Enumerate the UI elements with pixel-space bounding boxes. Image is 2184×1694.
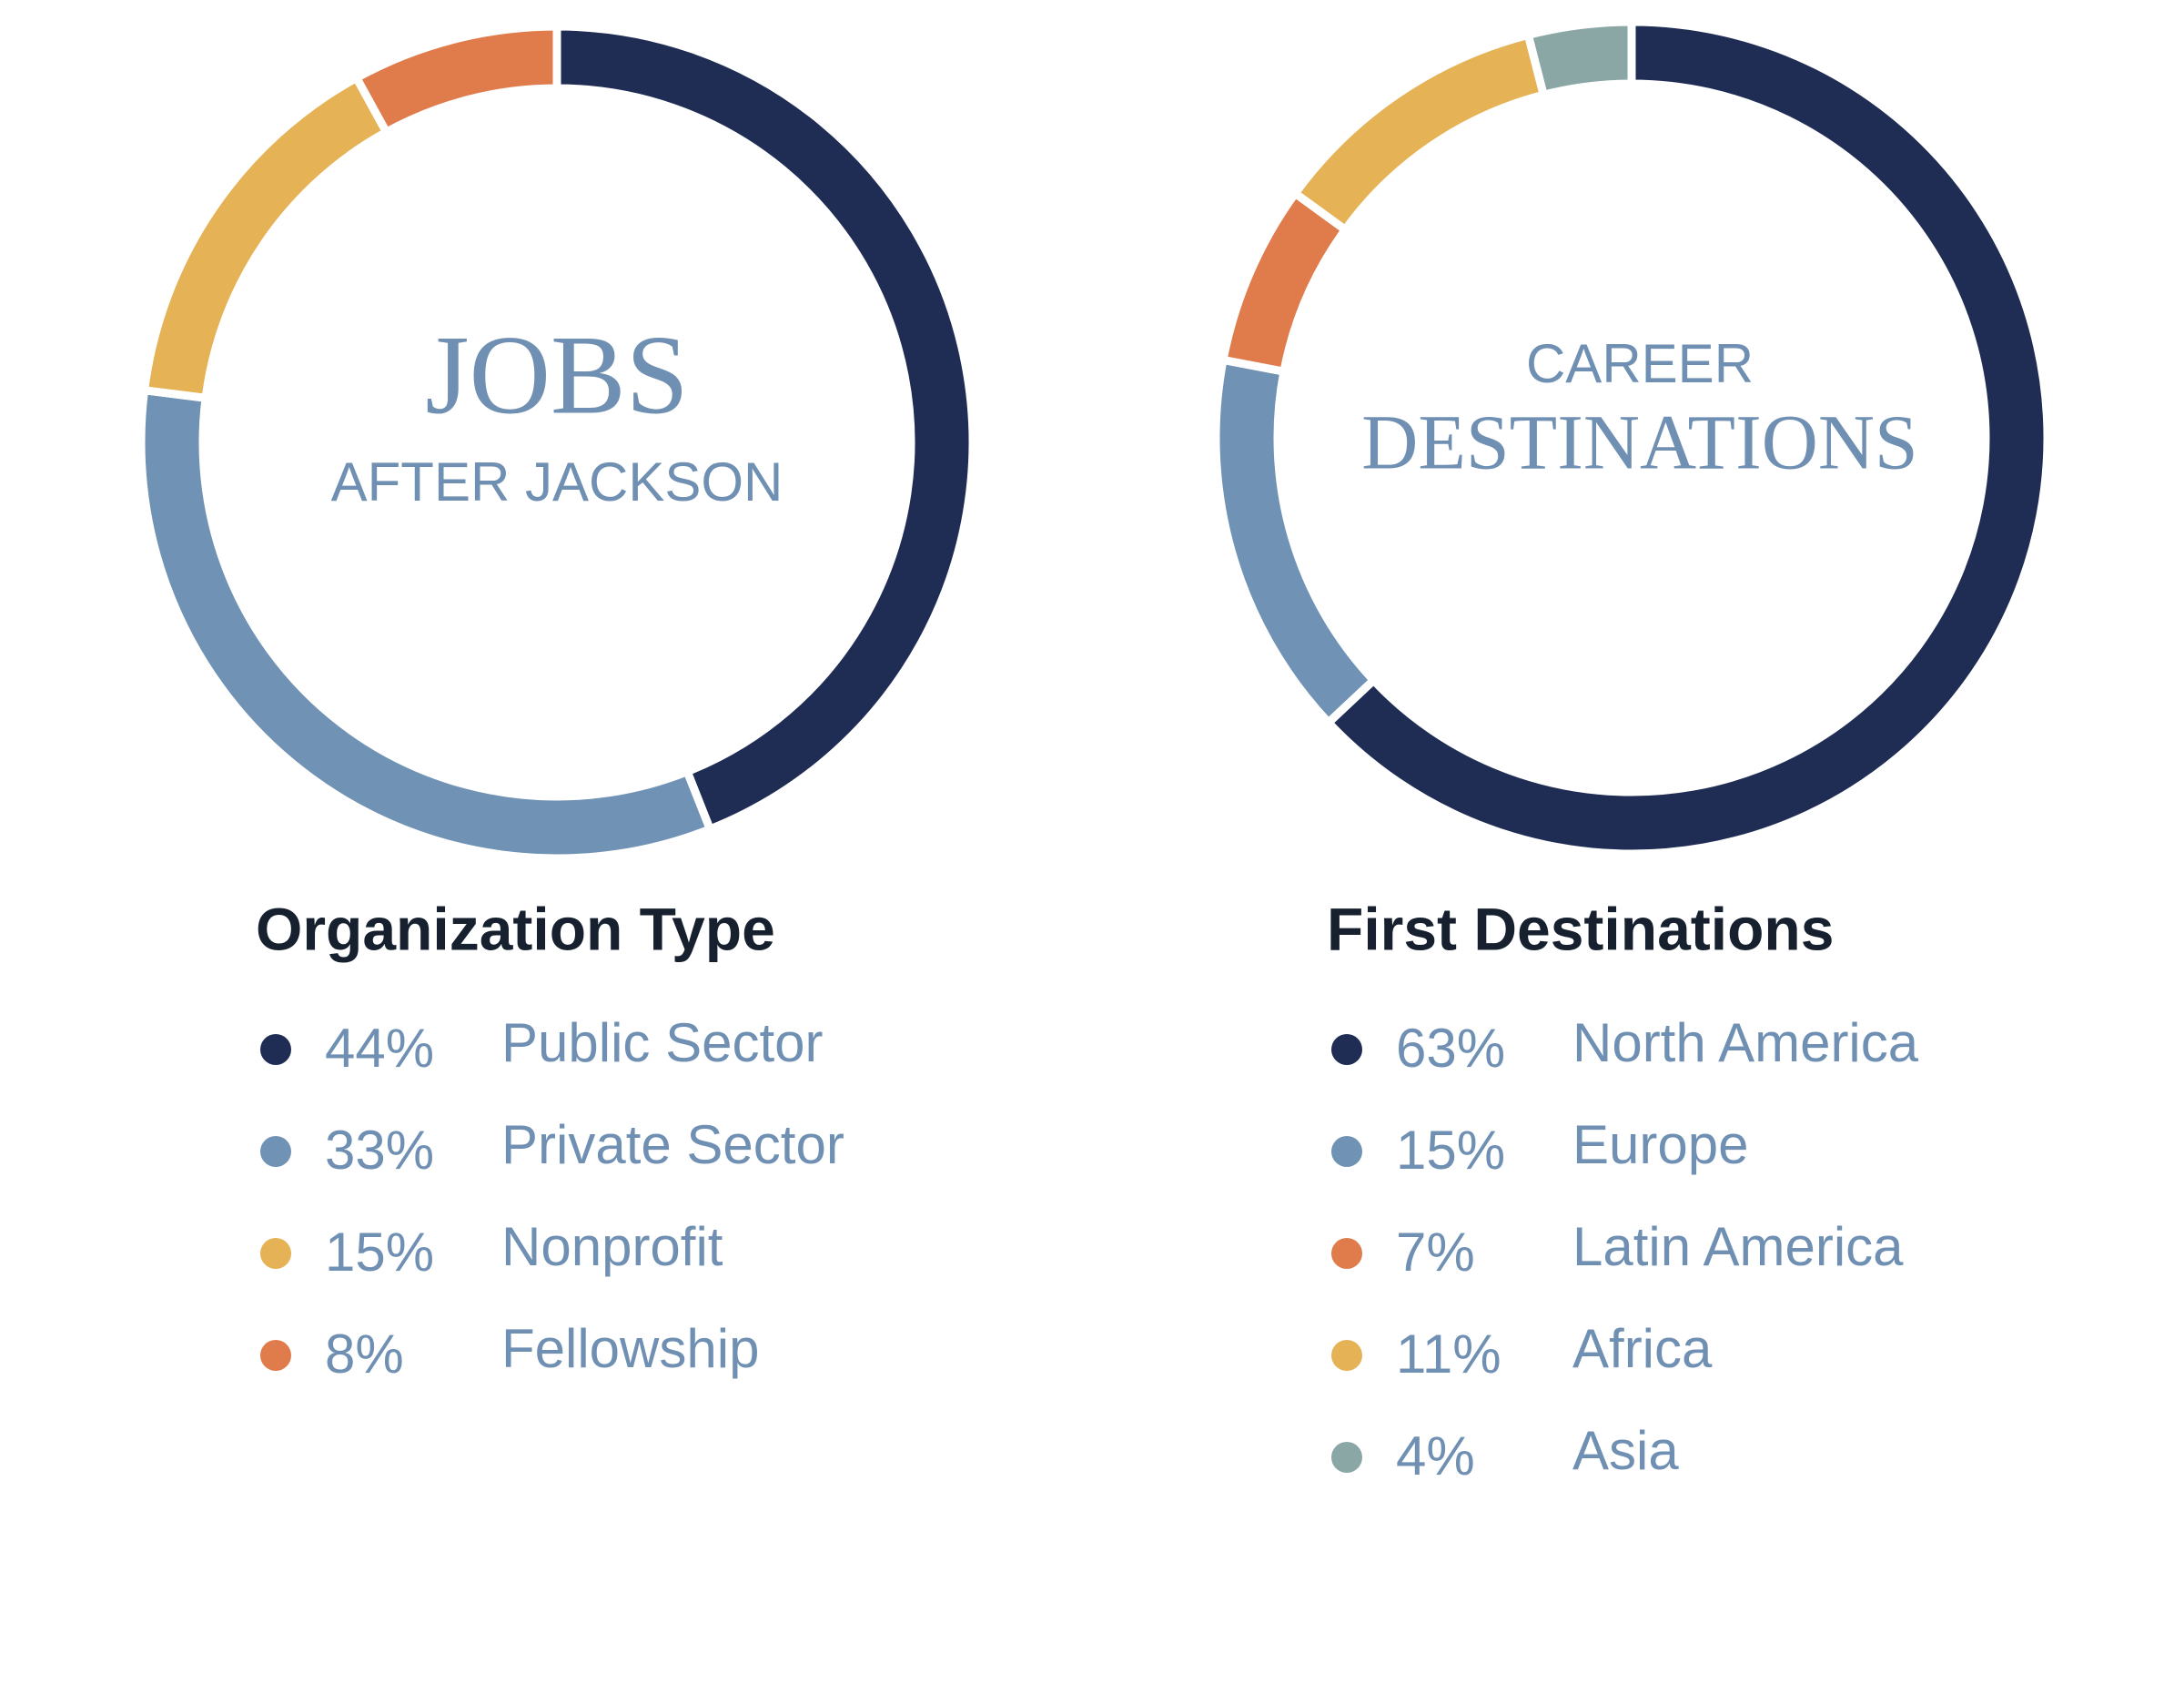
legend-value: 8%: [325, 1324, 404, 1385]
legend-dot: [260, 1340, 291, 1371]
legend-label: Fellowship: [501, 1318, 759, 1379]
donut-segment: [1289, 29, 1549, 236]
legend-value: 44%: [325, 1018, 434, 1079]
donut-segment: [1522, 17, 1636, 100]
legend-dot: [1331, 1034, 1362, 1065]
donut-segment: [552, 22, 977, 835]
legend-dot: [1331, 1442, 1362, 1473]
chart-title: JOBS: [425, 312, 688, 437]
chart-subtitle: CAREER: [1526, 333, 1754, 394]
legend-value: 63%: [1396, 1018, 1505, 1079]
chart-title: DESTINATIONS: [1361, 399, 1918, 486]
legend-dot: [1331, 1238, 1362, 1269]
legend-title: Organization Type: [256, 895, 775, 962]
donut-segment: [139, 72, 392, 403]
legend-value: 33%: [325, 1120, 434, 1181]
legend-label: Latin America: [1572, 1216, 1904, 1277]
legend-dot: [1331, 1136, 1362, 1167]
legend-label: Public Sector: [501, 1012, 824, 1073]
legend-dot: [260, 1238, 291, 1269]
legend-value: 7%: [1396, 1222, 1475, 1283]
legend-label: Africa: [1572, 1318, 1713, 1379]
donut-segment: [1322, 17, 2052, 858]
legend-label: Asia: [1572, 1420, 1679, 1481]
legend-value: 15%: [325, 1222, 434, 1283]
legend-label: Europe: [1572, 1114, 1748, 1175]
legend-label: North America: [1572, 1012, 1919, 1073]
donut-segment: [350, 22, 561, 138]
legend-title: First Destinations: [1327, 895, 1834, 962]
legend-dot: [260, 1136, 291, 1167]
donut-segment: [1211, 355, 1380, 729]
legend-dot: [1331, 1340, 1362, 1371]
legend-value: 11%: [1396, 1324, 1502, 1385]
legend-label: Nonprofit: [501, 1216, 723, 1277]
legend-dot: [260, 1034, 291, 1065]
chart-subtitle: AFTER JACKSON: [331, 451, 784, 512]
legend-value: 15%: [1396, 1120, 1505, 1181]
legend-label: Private Sector: [501, 1114, 844, 1175]
legend-value: 4%: [1396, 1425, 1475, 1486]
